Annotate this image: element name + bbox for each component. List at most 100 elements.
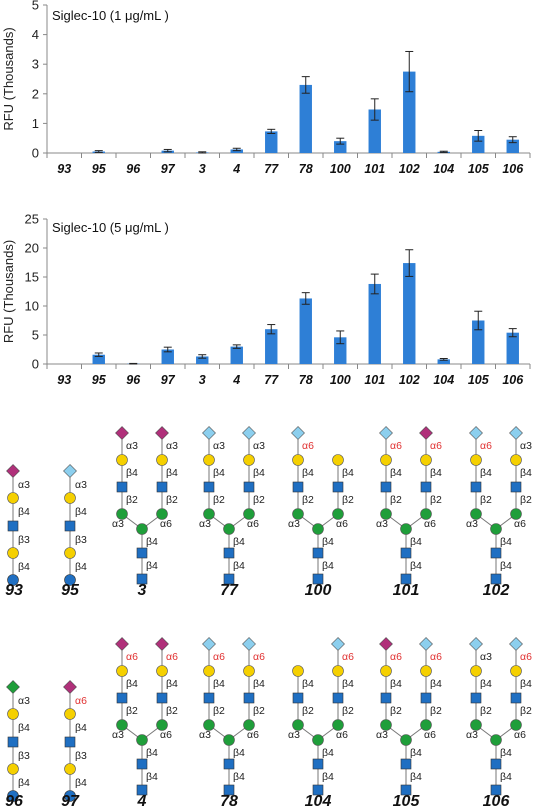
linkage-label: α3 (466, 729, 478, 741)
mannose-circle (292, 508, 304, 520)
glcnac-square (7, 520, 19, 532)
neu5gc-diamond (469, 426, 483, 440)
glcnac-square (156, 692, 168, 704)
linkage-label: α3 (199, 729, 211, 741)
linkage-label: α6 (247, 518, 259, 530)
glcnac-square (332, 481, 344, 493)
bar (265, 131, 278, 153)
mannose-circle (400, 734, 412, 746)
mannose-circle (156, 508, 168, 520)
mannose-circle (510, 719, 522, 731)
glcnac-square (292, 481, 304, 493)
glcnac-square (400, 758, 412, 770)
linkage-label: β2 (342, 705, 354, 717)
galactose-circle (292, 665, 304, 677)
glcnac-square (223, 758, 235, 770)
linkage-label: α6 (247, 729, 259, 741)
glycan-id-label: 101 (393, 582, 420, 599)
neu5ac-diamond (63, 680, 77, 694)
mannose-circle (203, 719, 215, 731)
linkage-label: β4 (430, 467, 442, 479)
x-tick-label: 3 (199, 162, 206, 176)
x-tick-label: 78 (299, 373, 313, 387)
galactose-circle (332, 454, 344, 466)
y-tick-label: 5 (32, 328, 39, 343)
linkage-label: β3 (18, 534, 30, 546)
y-axis-label: RFU (Thousands) (1, 27, 16, 130)
linkage-label: β4 (146, 560, 158, 572)
linkage-label: β4 (213, 678, 225, 690)
linkage-label: β4 (480, 467, 492, 479)
linkage-label: β2 (480, 494, 492, 506)
glcnac-square (136, 758, 148, 770)
galactose-circle (156, 665, 168, 677)
galactose-circle (470, 665, 482, 677)
linkage-label: β4 (253, 678, 265, 690)
glcnac-square (312, 758, 324, 770)
glcnac-square (380, 692, 392, 704)
glcnac-square (136, 573, 148, 585)
glcnac-square (203, 481, 215, 493)
glcnac-square (490, 573, 502, 585)
mannose-circle (312, 734, 324, 746)
glcnac-square (400, 573, 412, 585)
mannose-circle (116, 719, 128, 731)
mannose-circle (243, 508, 255, 520)
linkage-label: α6 (390, 440, 402, 452)
linkage-label: β4 (233, 536, 245, 548)
neu5ac-diamond (6, 464, 20, 478)
mannose-circle (223, 734, 235, 746)
linkage-label: β2 (253, 494, 265, 506)
y-axis-label: RFU (Thousands) (1, 240, 16, 343)
glcnac-square (64, 736, 76, 748)
linkage-label: β2 (390, 705, 402, 717)
linkage-label: β4 (480, 678, 492, 690)
neu5ac-diamond (419, 426, 433, 440)
x-tick-label: 77 (264, 373, 279, 387)
linkage-label: α3 (288, 518, 300, 530)
glcnac-square (420, 692, 432, 704)
bar (506, 332, 519, 364)
neu5gc-diamond (509, 426, 523, 440)
linkage-label: β4 (302, 678, 314, 690)
bar (92, 354, 105, 364)
neu5gc-diamond (202, 426, 216, 440)
galactose-circle (116, 454, 128, 466)
linkage-label: β4 (146, 747, 158, 759)
linkage-label: α3 (520, 440, 532, 452)
x-tick-label: 78 (299, 162, 313, 176)
linkage-label: α6 (253, 651, 265, 663)
linkage-label: β4 (520, 678, 532, 690)
linkage-label: α3 (18, 695, 30, 707)
galactose-circle (332, 665, 344, 677)
linkage-label: β2 (390, 494, 402, 506)
galactose-circle (510, 665, 522, 677)
galactose-circle (64, 547, 76, 559)
mannose-circle (470, 719, 482, 731)
linkage-label: β3 (18, 750, 30, 762)
mannose-circle (156, 719, 168, 731)
linkage-label: β4 (18, 561, 30, 573)
glcnac-square (136, 784, 148, 796)
y-tick-label: 2 (32, 86, 39, 101)
glcnac-square (510, 692, 522, 704)
bar (299, 84, 312, 153)
linkage-label: α6 (126, 651, 138, 663)
x-tick-label: 93 (57, 373, 71, 387)
mannose-circle (243, 719, 255, 731)
galactose-circle (64, 763, 76, 775)
linkage-label: β4 (166, 678, 178, 690)
glucose-circle (64, 574, 76, 586)
linkage-label: β4 (18, 777, 30, 789)
galactose-circle (243, 454, 255, 466)
galactose-circle (243, 665, 255, 677)
chart-siglec10-1ug: 0 1 2 3 4 5 RFU (Thousands) Siglec-10 (1 μg/mL … (1, 0, 531, 176)
x-tick-label: 106 (502, 162, 524, 176)
linkage-label: β2 (166, 705, 178, 717)
glycan-id-label: 104 (305, 793, 332, 810)
glucose-circle (64, 790, 76, 802)
linkage-label: β4 (75, 506, 87, 518)
galactose-circle (116, 665, 128, 677)
linkage-label: β4 (18, 506, 30, 518)
y-tick-label: 0 (32, 146, 39, 161)
